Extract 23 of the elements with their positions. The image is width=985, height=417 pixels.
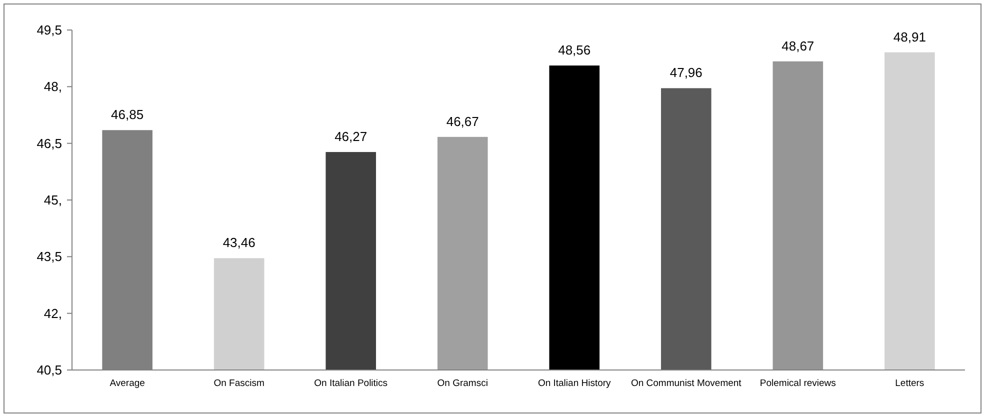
y-tick-label: 46,5	[36, 136, 62, 151]
x-tick-label: On Communist Movement	[630, 378, 742, 389]
y-tick-label: 45,	[44, 192, 62, 208]
data-label: 47,96	[670, 65, 702, 80]
y-tick-label: 42,	[44, 306, 62, 321]
data-label: 48,91	[893, 29, 926, 44]
y-tick-label: 43,5	[36, 249, 62, 264]
y-tick-label: 40,5	[36, 362, 62, 378]
x-tick-label: On Gramsci	[437, 378, 488, 389]
data-label: 46,85	[111, 107, 144, 122]
x-tick-label: Polemical reviews	[760, 378, 836, 389]
data-label: 48,67	[782, 38, 814, 54]
x-tick-label: On Fascism	[214, 378, 265, 389]
x-tick-label: Letters	[895, 378, 924, 389]
x-tick-label: On Italian Politics	[314, 378, 388, 389]
y-tick-label: 49,5	[36, 22, 62, 38]
data-label: 46,27	[334, 129, 368, 144]
x-tick-label: On Italian History	[538, 378, 612, 389]
data-label: 48,56	[558, 42, 591, 58]
y-tick-label: 48,	[44, 79, 62, 94]
data-label: 46,67	[446, 114, 479, 129]
data-label: 43,46	[222, 235, 256, 250]
x-tick-label: Average	[110, 378, 145, 389]
